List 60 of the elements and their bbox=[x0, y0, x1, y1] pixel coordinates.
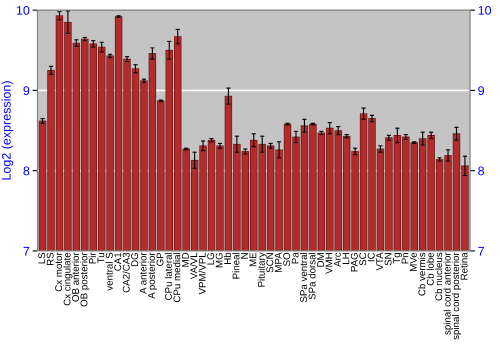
x-tick-label: SPa ventral bbox=[300, 252, 308, 302]
y-tick-label: 8 bbox=[23, 166, 30, 176]
x-tick-label: SO bbox=[283, 252, 290, 266]
x-tick-label: Tg bbox=[393, 252, 402, 264]
x-tick-label: VTA bbox=[376, 252, 383, 270]
x-tick-label: A anterior bbox=[139, 252, 147, 294]
x-tick-label: Hb bbox=[224, 252, 232, 264]
x-tick-label: OB posterior bbox=[80, 252, 90, 306]
x-tick-label: MVe bbox=[410, 252, 417, 271]
x-tick-label: N bbox=[241, 253, 248, 259]
y-axis-title: Log2 (expression) bbox=[2, 81, 14, 180]
x-tick-label: Cx cingulate bbox=[63, 252, 72, 306]
x-tick-label: SC bbox=[359, 252, 366, 266]
x-tick-label: GP bbox=[156, 252, 164, 266]
x-tick-label: Cx motor bbox=[55, 252, 62, 292]
x-tick-label: MG bbox=[216, 253, 223, 268]
x-tick-label: MD bbox=[182, 252, 189, 267]
x-tick-label: CA1 bbox=[114, 252, 122, 271]
x-tick-label: VPM/VPL bbox=[198, 252, 206, 294]
x-tick-label: Cb vermis bbox=[418, 252, 426, 296]
x-tick-label: VMH bbox=[326, 253, 332, 274]
y2-tick-label: 9 bbox=[478, 86, 484, 96]
x-tick-label: LS bbox=[38, 252, 46, 264]
x-tick-label: ME bbox=[250, 252, 256, 266]
x-tick-label: MPA bbox=[274, 252, 282, 272]
x-tick-label: IC bbox=[368, 252, 375, 262]
y-tick-label: 7 bbox=[24, 246, 30, 256]
x-tick-label: spinal cord posterior bbox=[452, 252, 462, 340]
x-tick-label: ventral S bbox=[106, 252, 113, 291]
x-tick-label: DG bbox=[131, 253, 138, 266]
x-tick-label: VA/VL bbox=[190, 252, 198, 280]
x-tick-label: LH bbox=[342, 253, 350, 264]
x-tick-label: Tu bbox=[98, 252, 104, 264]
y-tick-label: 9 bbox=[23, 86, 30, 96]
x-tick-label: Cb nucleus bbox=[435, 252, 442, 300]
x-tick-label: Pir bbox=[88, 252, 96, 264]
x-tick-label: LG bbox=[207, 253, 214, 265]
x-tick-label: PAG bbox=[350, 253, 358, 272]
x-tick-label: Pa bbox=[292, 252, 299, 264]
x-tick-label: spinal cord anterior bbox=[444, 252, 453, 335]
x-tick-label: CA2/CA3 bbox=[122, 252, 130, 292]
x-tick-label: Cb lobe bbox=[426, 252, 434, 286]
x-tick-label: DM bbox=[317, 253, 324, 267]
x-tick-label: Pn bbox=[402, 252, 408, 264]
x-tick-label: OB anterior bbox=[72, 252, 79, 302]
x-tick-label: A posterior bbox=[148, 252, 157, 299]
x-tick-label: SN bbox=[384, 253, 392, 266]
y2-tick-label: 8 bbox=[478, 166, 484, 176]
x-tick-label: Pituitary bbox=[258, 252, 267, 287]
x-tick-label: Pineal bbox=[232, 252, 240, 279]
y-tick-label: 10 bbox=[16, 6, 30, 15]
x-tick-label: Arc bbox=[334, 252, 341, 267]
x-tick-label: CPu lateral bbox=[164, 252, 172, 300]
y2-tick-label: 7 bbox=[478, 246, 484, 256]
x-tick-label: Retina bbox=[460, 252, 468, 280]
x-tick-label: RS bbox=[46, 252, 54, 266]
x-tick-label: SPa dorsal bbox=[308, 252, 316, 300]
x-tick-label: CPu medial bbox=[173, 252, 180, 302]
x-tick-label: SCN bbox=[266, 253, 274, 272]
y2-tick-label: 10 bbox=[478, 6, 492, 15]
